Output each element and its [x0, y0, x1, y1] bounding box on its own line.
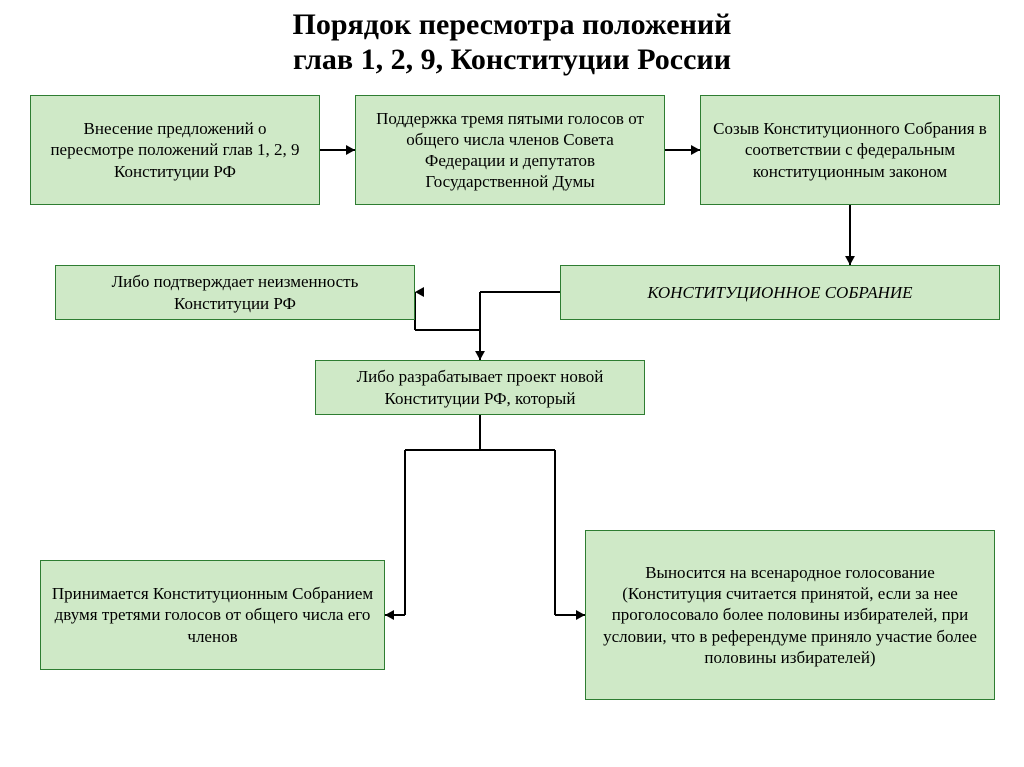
node-n1: Внесение предложений о пересмотре положе… [30, 95, 320, 205]
node-n6: Либо разрабатывает проект новой Конститу… [315, 360, 645, 415]
flowchart-canvas: Порядок пересмотра положений глав 1, 2, … [0, 0, 1024, 767]
node-n4: КОНСТИТУЦИОННОЕ СОБРАНИЕ [560, 265, 1000, 320]
diagram-title: Порядок пересмотра положений глав 1, 2, … [0, 8, 1024, 77]
node-n3: Созыв Конституционного Собрания в соотве… [700, 95, 1000, 205]
node-n2: Поддержка тремя пятыми голосов от общего… [355, 95, 665, 205]
node-n7: Принимается Конституционным Собранием дв… [40, 560, 385, 670]
node-n5: Либо подтверждает неизменность Конституц… [55, 265, 415, 320]
node-n8: Выносится на всенародное голосование (Ко… [585, 530, 995, 700]
